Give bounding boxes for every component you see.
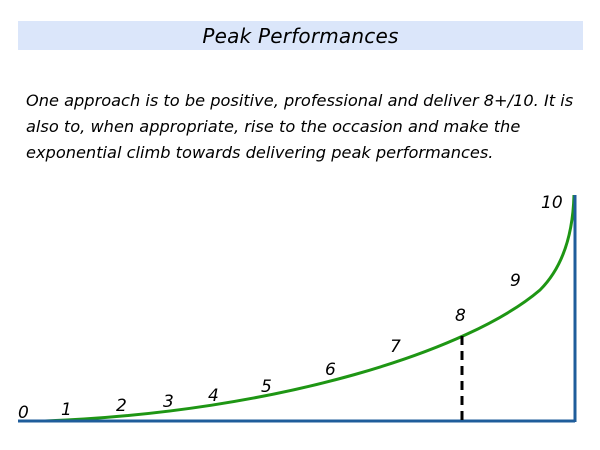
scale-label-1: 1 [61,400,72,420]
scale-label-8: 8 [455,306,466,326]
scale-label-2: 2 [116,396,127,416]
slide-title: Peak Performances [202,23,399,48]
scale-label-0: 0 [18,403,29,423]
scale-label-4: 4 [208,386,219,406]
scale-label-3: 3 [163,392,174,412]
scale-label-9: 9 [510,271,521,291]
exponential-curve [44,194,576,423]
scale-label-5: 5 [261,377,272,397]
scale-label-10: 10 [541,193,563,213]
slide-body-text: One approach is to be positive, professi… [26,91,574,162]
title-banner: Peak Performances [18,21,583,50]
scale-label-6: 6 [325,360,336,380]
scale-label-7: 7 [390,337,401,357]
